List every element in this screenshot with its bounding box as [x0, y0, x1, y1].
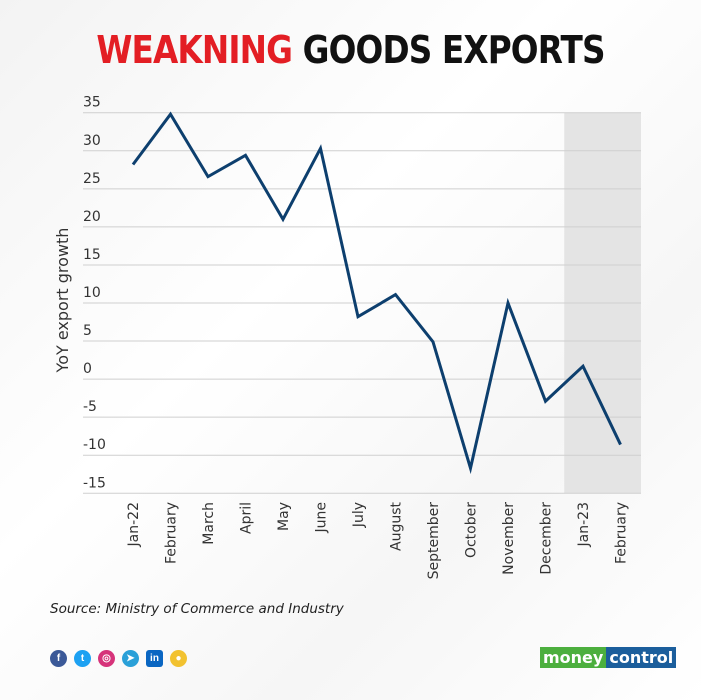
- y-tick-label: 20: [83, 209, 101, 225]
- title-highlight: WEAKNING: [96, 28, 293, 72]
- chart-title: WEAKNING GOODS EXPORTS: [49, 28, 652, 72]
- y-tick-label: 30: [83, 133, 101, 149]
- y-tick-label: -15: [83, 475, 106, 491]
- x-tick-label: August: [389, 501, 405, 551]
- x-tick-label: February: [614, 502, 630, 564]
- x-tick-label: October: [464, 502, 480, 558]
- y-tick-label: 25: [83, 171, 101, 187]
- x-tick-label: May: [276, 502, 292, 531]
- x-tick-label: September: [426, 502, 442, 580]
- x-tick-label: July: [351, 502, 367, 528]
- x-tick-label: December: [539, 502, 555, 575]
- social-icons: f t ◎ ➤ in ●: [50, 650, 187, 667]
- y-tick-label: 10: [83, 285, 101, 301]
- x-tick-label: Jan-23: [576, 502, 592, 547]
- source-note: Source: Ministry of Commerce and Industr…: [50, 601, 344, 617]
- x-tick-label: June: [314, 502, 330, 534]
- linkedin-icon[interactable]: in: [146, 650, 163, 667]
- x-tick-label: March: [201, 502, 217, 545]
- data-line: [131, 111, 622, 475]
- instagram-icon[interactable]: ◎: [98, 650, 115, 667]
- koo-icon[interactable]: ●: [170, 650, 187, 667]
- y-tick-label: 5: [83, 323, 92, 339]
- y-tick-label: 35: [83, 95, 101, 111]
- y-tick-label: -10: [83, 437, 106, 453]
- y-tick-label: -5: [83, 399, 97, 415]
- x-tick-label: Jan-22: [126, 502, 142, 547]
- logo-part1: money: [540, 647, 607, 668]
- line-chart: 35 30 25 20 15 10 5 0 -5 -10 -15 YoY export growth J…: [53, 95, 641, 580]
- x-tick-label: November: [501, 502, 517, 575]
- moneycontrol-logo: money control: [540, 647, 677, 668]
- x-tick-label: April: [239, 502, 255, 534]
- y-axis-label: YoY export growth: [53, 228, 72, 374]
- title-rest: GOODS EXPORTS: [292, 28, 606, 72]
- facebook-icon[interactable]: f: [50, 650, 67, 667]
- y-tick-label: 0: [83, 361, 92, 377]
- twitter-icon[interactable]: t: [74, 650, 91, 667]
- x-tick-label: February: [164, 502, 180, 564]
- y-tick-label: 15: [83, 247, 101, 263]
- logo-part2: control: [606, 647, 677, 668]
- telegram-icon[interactable]: ➤: [122, 650, 139, 667]
